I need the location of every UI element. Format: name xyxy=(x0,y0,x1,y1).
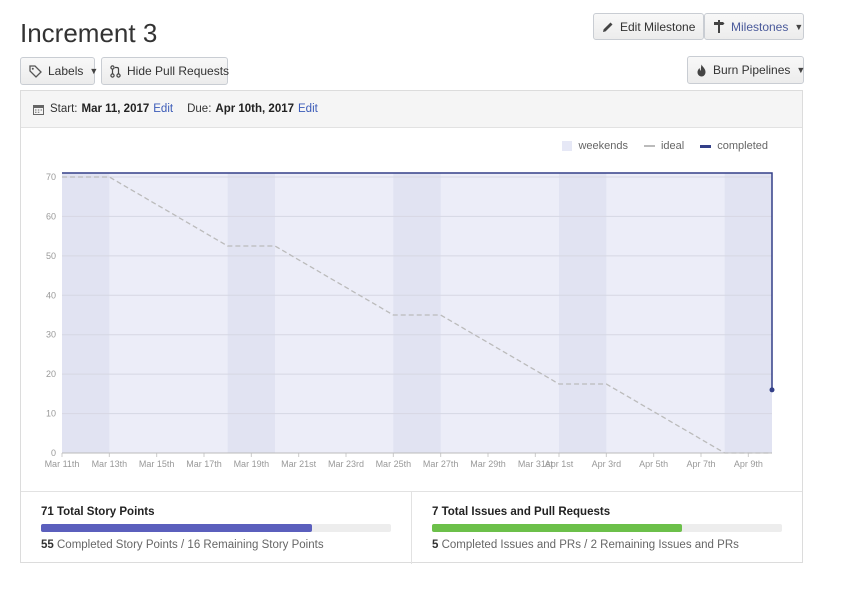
milestone-dates-bar: Start: Mar 11, 2017 Edit Due: Apr 10th, … xyxy=(21,91,802,128)
weekends-swatch xyxy=(562,141,573,151)
due-date: Apr 10th, 2017 xyxy=(215,103,295,115)
labels-dropdown[interactable]: Labels ▼ xyxy=(20,57,99,85)
milestones-dropdown[interactable]: Milestones ▼ xyxy=(704,13,804,40)
burndown-panel: Start: Mar 11, 2017 Edit Due: Apr 10th, … xyxy=(20,90,803,564)
milestones-label: Milestones xyxy=(731,19,789,34)
x-tick-label: Mar 23rd xyxy=(328,459,364,469)
story-points-completed-text: Completed Story Points xyxy=(57,539,178,551)
story-points-progress-fill xyxy=(41,524,313,532)
x-tick-label: Apr 9th xyxy=(734,459,763,469)
completed-swatch xyxy=(700,144,712,148)
story-points-total: 71 Total Story Points xyxy=(41,506,155,518)
y-tick-label: 10 xyxy=(46,409,56,419)
caret-down-icon: ▼ xyxy=(89,66,99,76)
y-tick-label: 0 xyxy=(51,448,56,458)
labels-label: Labels xyxy=(48,64,84,78)
y-tick-label: 30 xyxy=(46,330,56,340)
x-tick-label: Mar 31st xyxy=(518,459,554,469)
issues-completed-text: Completed Issues and PRs xyxy=(441,539,581,551)
edit-due-link[interactable]: Edit xyxy=(298,103,318,115)
completed-line xyxy=(62,172,773,390)
x-tick-label: Mar 21st xyxy=(281,459,317,469)
ideal-swatch xyxy=(643,145,655,147)
x-tick-label: Mar 25th xyxy=(376,459,412,469)
y-tick-label: 50 xyxy=(46,251,56,261)
y-tick-label: 60 xyxy=(46,211,56,221)
story-points-progress xyxy=(41,524,391,532)
start-prefix: Start: xyxy=(50,103,78,115)
edit-milestone-button[interactable]: Edit Milestone xyxy=(593,13,705,40)
edit-milestone-label: Edit Milestone xyxy=(620,19,696,34)
legend-completed-label: completed xyxy=(717,140,768,152)
x-tick-label: Mar 29th xyxy=(470,459,506,469)
burndown-chart: 0 10 20 30 40 50 60 70 Mar 11th Mar 13th Mar 15th M… xyxy=(45,172,775,469)
issues-total: 7 Total Issues and Pull Requests xyxy=(432,506,611,518)
legend-completed[interactable]: completed xyxy=(700,140,768,152)
y-tick-label: 70 xyxy=(46,172,56,182)
pull-request-icon xyxy=(110,64,121,78)
stats-row: 71 Total Story Points 55 Completed Story… xyxy=(21,491,802,564)
weekend-band xyxy=(393,173,441,454)
x-tick-label: Apr 7th xyxy=(686,459,715,469)
caret-down-icon: ▼ xyxy=(796,65,806,75)
edit-start-link[interactable]: Edit xyxy=(153,103,174,115)
issues-remaining: 2 Remaining Issues and PRs xyxy=(590,539,739,551)
completed-endpoint xyxy=(769,387,775,393)
page-title: Increment 3 xyxy=(20,18,158,48)
signpost-icon xyxy=(713,20,725,33)
burn-pipelines-dropdown[interactable]: Burn Pipelines ▼ xyxy=(687,56,806,84)
weekend-band xyxy=(227,173,275,454)
issues-progress-fill xyxy=(432,524,682,532)
x-tick-label: Mar 13th xyxy=(92,459,128,469)
x-tick-label: Apr 5th xyxy=(639,459,668,469)
calendar-icon xyxy=(33,104,44,115)
story-points-breakdown: 55 Completed Story Points / 16 Remaining… xyxy=(41,539,391,551)
hide-pull-requests-button[interactable]: Hide Pull Requests xyxy=(101,57,230,85)
weekend-band xyxy=(62,173,110,454)
weekend-band xyxy=(559,173,607,454)
burn-pipelines-label: Burn Pipelines xyxy=(713,63,791,77)
story-points-remaining: 16 Remaining Story Points xyxy=(187,539,324,551)
x-tick-label: Mar 15th xyxy=(139,459,175,469)
legend-ideal-label: ideal xyxy=(660,140,685,152)
start-date: Mar 11, 2017 xyxy=(81,103,150,115)
hide-prs-label: Hide Pull Requests xyxy=(127,64,230,78)
y-tick-label: 40 xyxy=(46,290,56,300)
story-points-stat: 71 Total Story Points 55 Completed Story… xyxy=(21,492,411,564)
story-points-separator: / xyxy=(181,539,185,551)
issues-separator: / xyxy=(584,539,588,551)
issues-completed-count: 5 xyxy=(432,539,439,551)
tag-icon xyxy=(29,64,42,78)
pencil-icon xyxy=(602,21,614,33)
x-tick-label: Mar 27th xyxy=(423,459,459,469)
legend-weekends[interactable]: weekends xyxy=(562,140,628,152)
chart-legend: weekends ideal completed xyxy=(562,140,768,152)
ideal-line xyxy=(62,176,772,454)
x-tick-label: Mar 17th xyxy=(186,459,222,469)
issues-progress xyxy=(432,524,782,532)
x-tick-label: Mar 19th xyxy=(234,459,270,469)
x-tick-label: Apr 1st xyxy=(545,459,574,469)
caret-down-icon: ▼ xyxy=(794,21,804,32)
legend-weekends-label: weekends xyxy=(578,140,628,152)
issues-breakdown: 5 Completed Issues and PRs / 2 Remaining… xyxy=(432,539,782,551)
x-tick-label: Mar 11th xyxy=(45,459,80,469)
story-points-completed-count: 55 xyxy=(41,539,54,551)
y-tick-label: 20 xyxy=(46,369,56,379)
due-prefix: Due: xyxy=(187,103,212,115)
legend-ideal[interactable]: ideal xyxy=(643,140,685,152)
weekend-band xyxy=(724,173,772,454)
x-tick-label: Apr 3rd xyxy=(592,459,622,469)
flame-icon xyxy=(696,64,707,77)
issues-stat: 7 Total Issues and Pull Requests 5 Compl… xyxy=(411,492,802,564)
